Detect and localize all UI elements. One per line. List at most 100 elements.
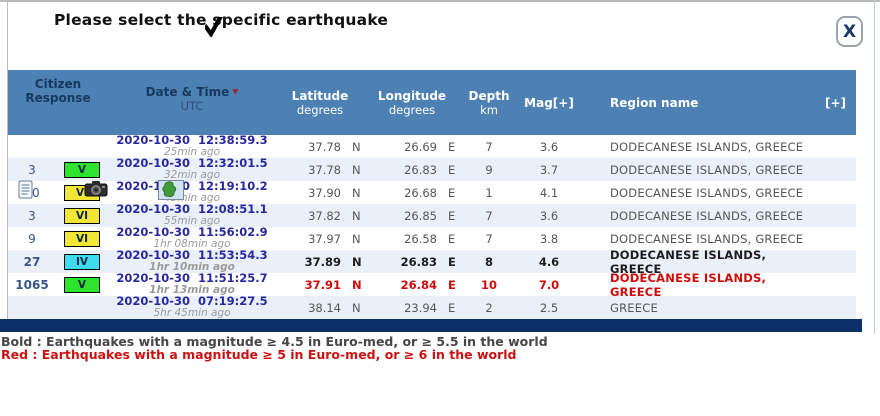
event-date-time[interactable]: 2020-10-30 12:32:01.5 [116, 156, 268, 170]
event-date-time[interactable]: 2020-10-30 11:53:54.3 [116, 248, 268, 262]
magnitude-cell: 7.0 [538, 277, 560, 292]
magnitude-cell: 2.5 [539, 300, 559, 315]
event-time-ago: 1hr 10min ago [149, 261, 235, 273]
magnitude-cell: 3.6 [539, 208, 559, 223]
magnitude-cell: 3.7 [539, 162, 559, 177]
longitude-cell: 23.94 E [404, 300, 456, 315]
longitude-cell: 26.84 E [400, 277, 456, 292]
longitude-cell: 26.68 E [404, 185, 456, 200]
magnitude-cell: 3.8 [539, 231, 559, 246]
latitude-cell: 37.82 N [308, 208, 361, 223]
earthquake-table: Citizen Response Date & Time ▼ UTC Latitu… [8, 70, 856, 319]
depth-cell: 9 [485, 162, 493, 177]
depth-cell: 7 [485, 231, 493, 246]
event-datetime-link[interactable]: 2020-10-30 07:19:27.5 5hr 45min ago [108, 294, 276, 319]
table-row[interactable]: 10 VI 2020-10-30 12:19:10.2 45min ago 37… [8, 179, 856, 204]
header-expand-control[interactable]: [+] [824, 96, 846, 110]
depth-cell: 7 [485, 139, 493, 154]
longitude-cell: 26.69 E [404, 139, 456, 154]
header-longitude: Longitude degrees [377, 89, 447, 117]
header-latitude: Latitude degrees [291, 89, 349, 117]
document-icon[interactable] [18, 180, 33, 199]
citizen-response-count: 3 [28, 208, 36, 223]
event-time-ago: 1hr 08min ago [153, 238, 231, 250]
close-button[interactable]: X [836, 16, 863, 47]
event-datetime-link[interactable]: 2020-10-30 11:56:02.9 1hr 08min ago [108, 225, 276, 250]
region-name-cell: DODECANESE ISLANDS, GREECE [610, 231, 804, 246]
event-date-time[interactable]: 2020-10-30 12:38:59.3 [116, 133, 268, 147]
event-date-time[interactable]: 2020-10-30 11:56:02.9 [116, 225, 268, 239]
event-time-ago: 32min ago [163, 169, 221, 181]
intensity-badge-cell: V [56, 161, 108, 178]
latitude-cell: 37.89 N [304, 254, 362, 269]
table-row[interactable]: 2020-10-30 12:38:59.3 25min ago 37.78 N 2… [8, 133, 856, 158]
latitude-cell: 37.90 N [308, 185, 361, 200]
header-date-time[interactable]: Date & Time ▼ UTC [108, 70, 276, 135]
event-datetime-link[interactable]: 2020-10-30 12:32:01.5 32min ago [108, 156, 276, 181]
event-date-time[interactable]: 2020-10-30 12:08:51.1 [116, 202, 268, 216]
depth-cell: 10 [480, 277, 497, 292]
intensity-badge: VI [64, 207, 100, 224]
longitude-cell: 26.58 E [404, 231, 456, 246]
event-date-time[interactable]: 2020-10-30 11:51:25.7 [116, 271, 268, 285]
region-name-cell: DODECANESE ISLANDS, GREECE [610, 270, 767, 299]
depth-cell: 1 [485, 185, 493, 200]
region-name-cell: DODECANESE ISLANDS, GREECE [610, 208, 804, 223]
map-icon[interactable] [158, 180, 184, 200]
footer-divider-bar [0, 319, 862, 332]
intensity-badge: V [64, 276, 100, 293]
table-row[interactable]: 1065 V 2020-10-30 11:51:25.7 1hr 13min a… [8, 270, 856, 299]
table-header: Citizen Response Date & Time ▼ UTC Latitu… [8, 70, 856, 200]
header-citizen-response: Citizen Response [25, 77, 91, 105]
intensity-badge: IV [64, 253, 100, 270]
event-datetime-link[interactable]: 2020-10-30 11:51:25.7 1hr 13min ago [108, 271, 276, 296]
mouse-cursor-icon [205, 17, 223, 37]
depth-cell: 2 [485, 300, 493, 315]
event-datetime-link[interactable]: 2020-10-30 12:38:59.3 25min ago [108, 133, 276, 158]
depth-cell: 7 [485, 208, 493, 223]
region-name-cell: DODECANESE ISLANDS, GREECE [610, 185, 804, 200]
event-date-time[interactable]: 2020-10-30 12:19:10.2 [116, 179, 268, 193]
header-magnitude[interactable]: Mag[+] [524, 96, 574, 110]
longitude-cell: 26.83 E [400, 254, 456, 269]
legend-red-rule: Red : Earthquakes with a magnitude ≥ 5 i… [1, 347, 517, 362]
table-body: 2020-10-30 12:38:59.3 25min ago 37.78 N 2… [8, 133, 856, 319]
longitude-cell: 26.85 E [404, 208, 456, 223]
citizen-response-count: 3 [28, 162, 36, 177]
legend-bold-rule: Bold : Earthquakes with a magnitude ≥ 4.… [1, 334, 548, 349]
table-row[interactable]: 9 VI 2020-10-30 11:56:02.9 1hr 08min ago… [8, 225, 856, 250]
table-row[interactable]: 3 VI 2020-10-30 12:08:51.1 55min ago 37.… [8, 202, 856, 227]
table-row[interactable]: 27 IV 2020-10-30 11:53:54.3 1hr 10min ag… [8, 248, 856, 276]
window-right-border [874, 0, 875, 334]
intensity-badge: VI [64, 230, 100, 247]
camera-icon[interactable] [84, 180, 108, 197]
intensity-badge-cell: VI [56, 207, 108, 224]
magnitude-cell: 4.1 [539, 185, 559, 200]
intensity-badge-cell: IV [56, 253, 108, 270]
intensity-badge-cell: VI [56, 230, 108, 247]
event-date-time[interactable]: 2020-10-30 07:19:27.5 [116, 294, 268, 308]
latitude-cell: 37.78 N [308, 162, 361, 177]
event-datetime-link[interactable]: 2020-10-30 12:19:10.2 45min ago [108, 179, 276, 204]
header-region-name: Region name [610, 96, 699, 110]
depth-cell: 8 [484, 254, 493, 269]
table-row[interactable]: 3 V 2020-10-30 12:32:01.5 32min ago 37.7… [8, 156, 856, 181]
event-time-ago: 1hr 13min ago [149, 284, 235, 296]
event-datetime-link[interactable]: 2020-10-30 11:53:54.3 1hr 10min ago [108, 248, 276, 273]
citizen-response-count: 1065 [15, 277, 49, 292]
table-row[interactable]: 2020-10-30 07:19:27.5 5hr 45min ago 38.1… [8, 294, 856, 319]
header-depth: Depth km [468, 89, 510, 117]
intensity-badge: V [64, 161, 100, 178]
latitude-cell: 37.91 N [304, 277, 362, 292]
region-name-cell: GREECE [610, 300, 658, 315]
latitude-cell: 38.14 N [308, 300, 361, 315]
window-left-border [7, 0, 8, 320]
header-utc: UTC [180, 99, 204, 113]
event-time-ago: 55min ago [163, 215, 221, 227]
latitude-cell: 37.78 N [308, 139, 361, 154]
event-time-ago: 25min ago [163, 146, 221, 158]
event-datetime-link[interactable]: 2020-10-30 12:08:51.1 55min ago [108, 202, 276, 227]
window-top-border [0, 0, 880, 2]
region-name-cell: DODECANESE ISLANDS, GREECE [610, 139, 804, 154]
sort-descending-icon[interactable]: ▼ [232, 87, 239, 96]
